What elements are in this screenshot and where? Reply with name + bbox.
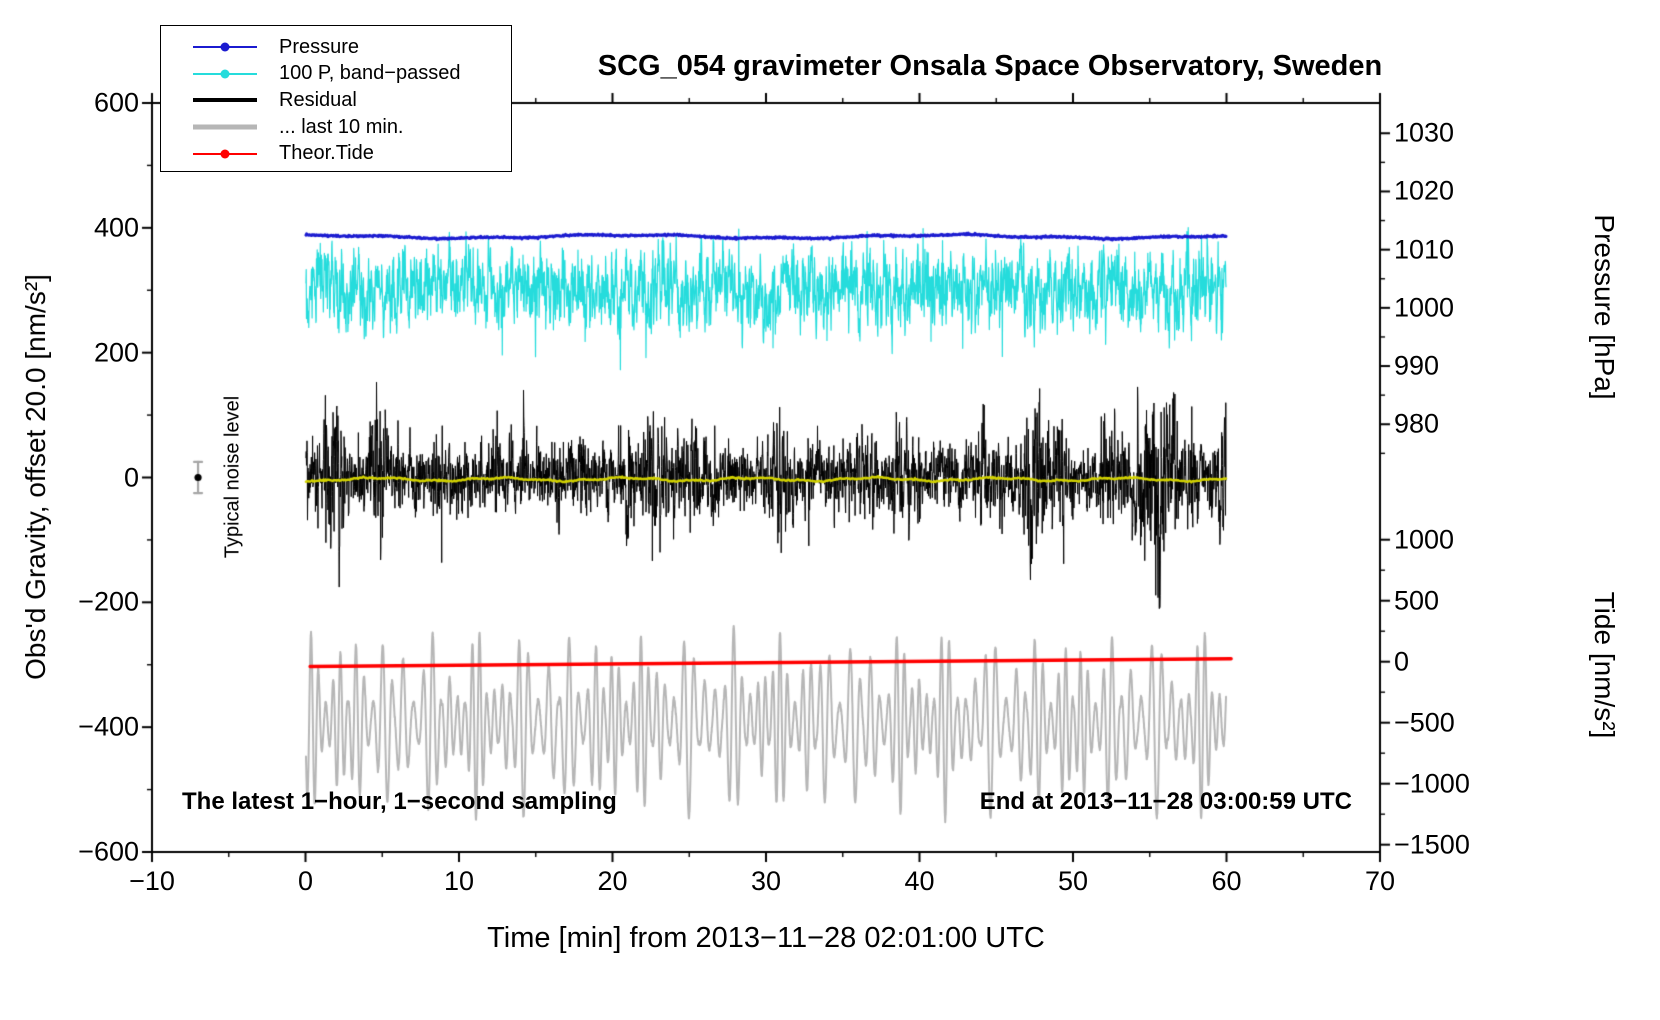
- gravity-tick-label: 400: [93, 212, 139, 243]
- legend: Pressure 100 P, band−passed Residual ... la…: [160, 25, 512, 172]
- legend-dot-line-marker: [193, 67, 257, 81]
- gravity-tick-label: 0: [123, 462, 139, 492]
- gravity-tick-label: 200: [93, 337, 139, 368]
- gravity-tick-label: −400: [78, 711, 139, 742]
- legend-item-theor_tide: Theor.Tide: [193, 140, 511, 167]
- time-tick-label: 50: [1057, 866, 1089, 896]
- tide-tick-label: −1000: [1394, 768, 1470, 799]
- end-time-annotation: End at 2013−11−28 03:00:59 UTC: [979, 788, 1352, 815]
- gravity-tick-label: −200: [78, 586, 139, 617]
- legend-label: ... last 10 min.: [279, 115, 404, 138]
- tide-tick-label: 0: [1394, 646, 1410, 677]
- gravity-tick-label: 600: [93, 87, 139, 118]
- sampling-annotation: The latest 1−hour, 1−second sampling: [182, 788, 617, 815]
- pressure-tick-label: 1010: [1394, 234, 1455, 265]
- time-tick-label: −10: [129, 866, 175, 896]
- tide-tick-label: 500: [1394, 585, 1440, 616]
- time-tick-label: 70: [1364, 866, 1396, 896]
- pressure-tick-label: 990: [1394, 350, 1440, 381]
- legend-item-band_passed_pressure: 100 P, band−passed: [193, 61, 511, 88]
- legend-label: Residual: [279, 88, 357, 111]
- pressure-tick-label: 980: [1394, 408, 1440, 439]
- time-tick-label: 20: [597, 866, 628, 896]
- legend-item-residual_last10: ... last 10 min.: [193, 114, 511, 141]
- legend-line-marker: [193, 93, 257, 107]
- legend-item-pressure: Pressure: [193, 34, 511, 61]
- gravity-tick-label: −600: [78, 836, 139, 867]
- tide-tick-label: 1000: [1394, 524, 1455, 555]
- time-tick-label: 30: [750, 866, 782, 896]
- legend-dot-line-marker: [193, 40, 257, 54]
- legend-line-marker: [193, 120, 257, 134]
- legend-dot-line-marker: [193, 147, 257, 161]
- legend-item-residual: Residual: [193, 87, 511, 114]
- time-axis-label: Time [min] from 2013−11−28 02:01:00 UTC: [487, 922, 1045, 954]
- pressure-axis-label: Pressure [hPa]: [1589, 214, 1620, 400]
- plot-title: SCG_054 gravimeter Onsala Space Observat…: [597, 50, 1383, 82]
- gravity-axis-label: Obs'd Gravity, offset 20.0 [nm/s²]: [20, 274, 51, 680]
- time-tick-label: 0: [297, 866, 314, 896]
- tide-tick-label: −500: [1394, 707, 1455, 738]
- legend-label: 100 P, band−passed: [279, 62, 461, 85]
- time-tick-label: 60: [1211, 866, 1242, 896]
- pressure-tick-label: 1000: [1394, 292, 1455, 323]
- tide-axis-label: Tide [nm/s²]: [1589, 591, 1620, 739]
- time-tick-label: 40: [904, 866, 935, 896]
- tide-tick-label: −1500: [1394, 829, 1470, 860]
- legend-label: Theor.Tide: [279, 142, 374, 165]
- pressure-tick-label: 1030: [1394, 117, 1455, 148]
- time-tick-label: 10: [443, 866, 475, 896]
- noise-level-label: Typical noise level: [221, 395, 244, 559]
- legend-label: Pressure: [279, 35, 360, 58]
- pressure-tick-label: 1020: [1394, 175, 1455, 206]
